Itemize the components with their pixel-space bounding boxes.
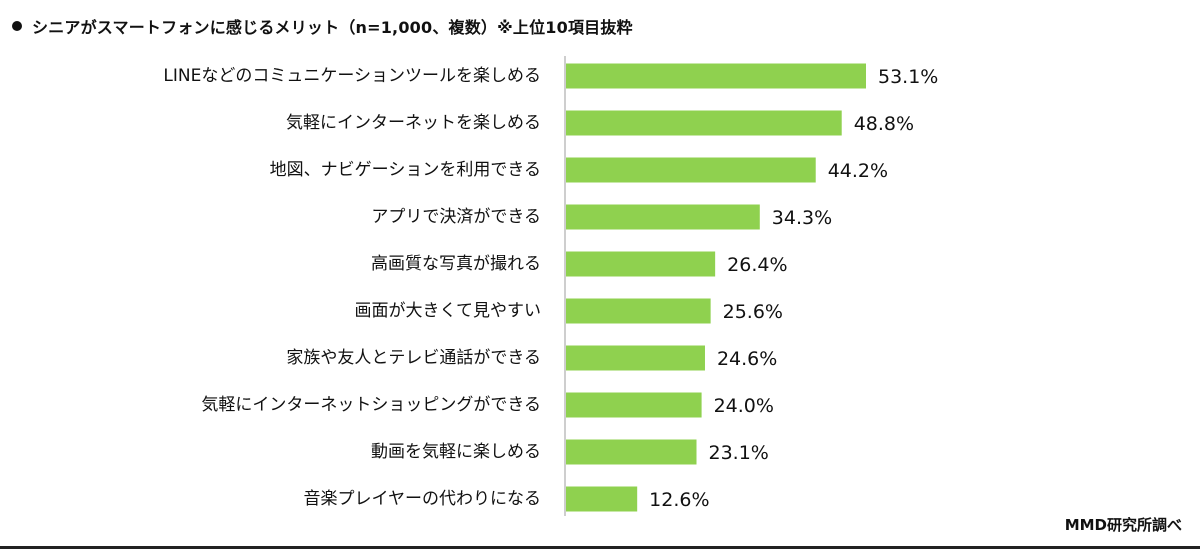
bar: [566, 345, 705, 371]
bar: [566, 251, 716, 277]
category-label: 動画を気軽に楽しめる: [371, 442, 541, 462]
value-label: 23.1%: [709, 442, 769, 464]
bar: [566, 298, 711, 324]
value-label: 24.0%: [714, 395, 774, 417]
value-label: 12.6%: [649, 489, 709, 511]
bar: [566, 204, 760, 230]
bottom-divider: [0, 546, 1200, 549]
source-credit: MMD研究所調べ: [1064, 516, 1182, 534]
bar: [566, 392, 702, 418]
bar: [566, 157, 816, 183]
bar: [566, 63, 866, 89]
bar: [566, 110, 842, 136]
category-label: LINEなどのコミュニケーションツールを楽しめる: [163, 66, 541, 86]
category-label: 高画質な写真が撮れる: [371, 254, 541, 274]
category-label: 画面が大きくて見やすい: [355, 301, 542, 321]
value-label: 26.4%: [727, 254, 787, 276]
bar: [566, 439, 697, 465]
category-label: アプリで決済ができる: [371, 207, 541, 227]
value-label: 34.3%: [772, 207, 832, 229]
bar: [566, 486, 638, 512]
chart-title: シニアがスマートフォンに感じるメリット（n=1,000、複数）※上位10項目抜粋: [32, 18, 633, 37]
chart-title-row: シニアがスマートフォンに感じるメリット（n=1,000、複数）※上位10項目抜粋: [12, 14, 633, 38]
category-label: 気軽にインターネットショッピングができる: [201, 395, 541, 415]
value-label: 25.6%: [723, 301, 783, 323]
value-label: 48.8%: [854, 113, 914, 135]
value-label: 53.1%: [878, 66, 938, 88]
bullet-icon: [12, 21, 22, 31]
value-label: 44.2%: [828, 160, 888, 182]
value-label: 24.6%: [717, 348, 777, 370]
category-label: 地図、ナビゲーションを利用できる: [270, 160, 541, 180]
category-label: 気軽にインターネットを楽しめる: [286, 113, 541, 133]
category-label: 音楽プレイヤーの代わりになる: [304, 489, 542, 509]
category-label: 家族や友人とテレビ通話ができる: [286, 348, 541, 368]
